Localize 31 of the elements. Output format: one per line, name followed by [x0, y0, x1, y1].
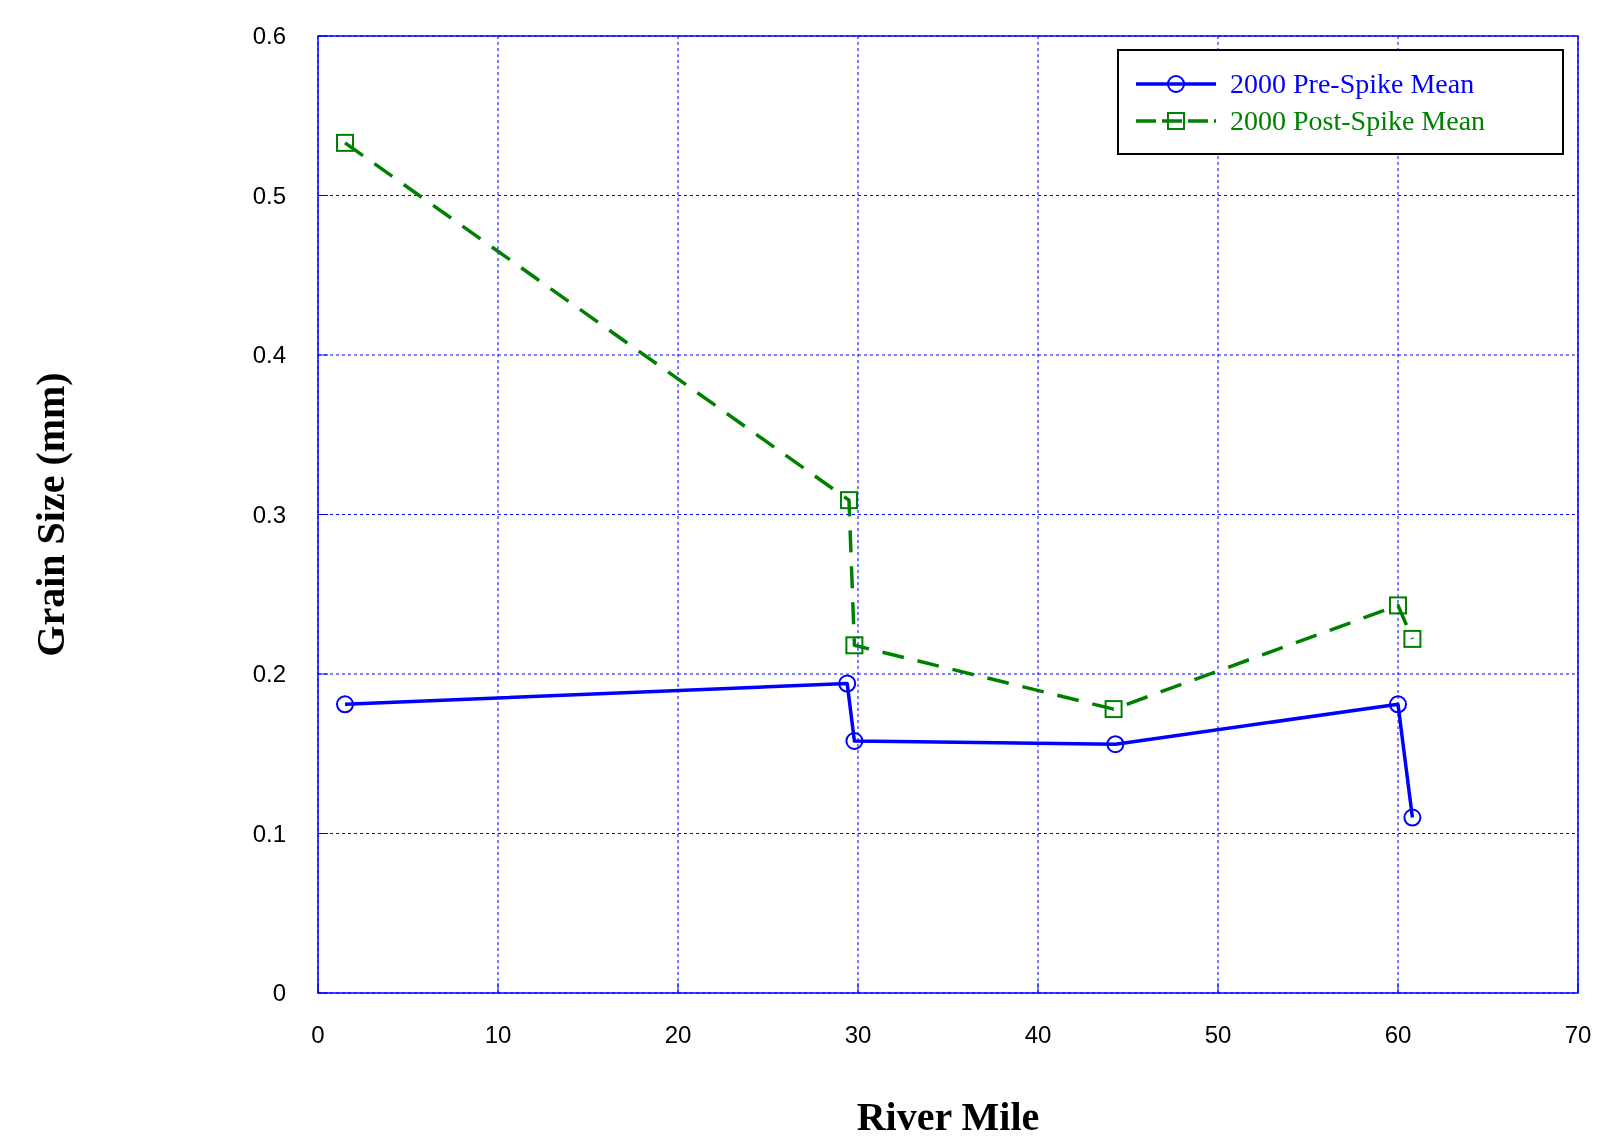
point — [845, 731, 864, 750]
point — [336, 695, 354, 714]
x-axis-title: River Mile — [856, 1094, 1040, 1139]
point — [845, 636, 864, 655]
y-tick-label: 0.3 — [252, 500, 286, 528]
x-tick-label: 40 — [1024, 1021, 1052, 1048]
point — [1389, 695, 1407, 714]
legend-label: 2000 Post-Spike Mean — [1230, 105, 1486, 136]
x-tick-label: 60 — [1384, 1021, 1412, 1048]
x-tick-label: 0 — [311, 1021, 325, 1048]
point — [1106, 735, 1125, 754]
y-tick-label: 0.5 — [252, 181, 286, 209]
y-axis-title: Grain Size (mm) — [28, 372, 73, 657]
y-tick-label: 0 — [272, 979, 286, 1006]
y-tick-label: 0.1 — [252, 819, 286, 847]
x-tick-label: 20 — [664, 1021, 692, 1048]
y-tick-label: 0.4 — [252, 341, 286, 368]
point — [336, 133, 354, 152]
x-tick-label: 70 — [1564, 1021, 1592, 1048]
point — [840, 491, 858, 510]
x-tick-label: 10 — [484, 1021, 512, 1048]
point — [838, 674, 857, 693]
y-tick-label: 0.2 — [252, 660, 286, 687]
x-tick-label: 30 — [844, 1021, 872, 1048]
point — [1104, 700, 1123, 719]
point — [1403, 629, 1422, 648]
point — [1403, 808, 1422, 827]
point — [1389, 596, 1407, 615]
x-tick-label: 50 — [1204, 1021, 1232, 1048]
legend-label: 2000 Pre-Spike Mean — [1230, 68, 1475, 99]
y-tick-label: 0.6 — [252, 22, 286, 49]
